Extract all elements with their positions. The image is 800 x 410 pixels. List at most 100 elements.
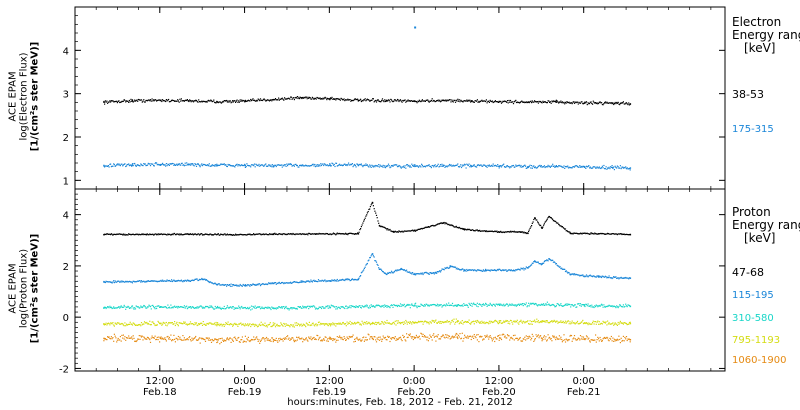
data-point xyxy=(366,262,368,265)
data-point xyxy=(450,164,452,166)
data-point xyxy=(374,336,376,338)
data-point xyxy=(442,322,445,324)
data-point xyxy=(596,321,598,323)
data-point xyxy=(269,99,271,101)
data-point xyxy=(344,323,346,325)
data-point xyxy=(217,102,219,104)
proton-flux-panel: -202412:00Feb.180:00Feb.1912:00Feb.190:0… xyxy=(59,188,726,398)
data-point xyxy=(204,100,206,103)
data-point xyxy=(332,233,334,235)
data-point xyxy=(628,278,630,280)
data-point xyxy=(608,166,610,168)
data-point xyxy=(512,323,514,325)
data-point xyxy=(573,232,576,234)
data-point xyxy=(452,305,454,307)
data-point xyxy=(139,280,141,282)
data-point xyxy=(363,323,365,325)
data-point xyxy=(479,304,481,306)
data-point xyxy=(541,102,543,104)
data-point xyxy=(133,280,135,282)
data-point xyxy=(449,323,451,325)
data-point xyxy=(272,282,275,285)
data-point xyxy=(176,338,178,340)
data-point xyxy=(572,305,574,307)
data-point xyxy=(226,338,228,340)
data-point xyxy=(560,165,562,167)
data-point xyxy=(434,320,436,322)
data-point xyxy=(217,233,219,235)
data-point xyxy=(179,164,181,166)
data-point xyxy=(299,306,301,308)
data-point xyxy=(607,232,609,234)
data-point xyxy=(524,164,526,166)
data-point xyxy=(418,321,420,323)
data-point xyxy=(409,271,411,273)
data-point xyxy=(374,100,376,102)
data-point xyxy=(612,166,614,169)
data-point xyxy=(358,277,360,279)
data-point xyxy=(307,305,309,307)
data-point xyxy=(486,322,488,324)
data-point xyxy=(417,321,419,323)
data-point xyxy=(494,304,496,306)
data-point xyxy=(485,321,487,323)
data-point xyxy=(623,306,625,308)
data-point xyxy=(285,338,287,340)
data-point xyxy=(249,306,251,308)
data-point xyxy=(159,341,161,343)
data-point xyxy=(285,282,287,284)
data-point xyxy=(275,308,277,310)
data-point xyxy=(624,103,626,105)
data-point xyxy=(234,322,236,324)
data-point xyxy=(506,101,508,103)
data-point xyxy=(412,229,414,231)
data-point xyxy=(628,234,631,236)
data-point xyxy=(363,164,365,166)
data-point xyxy=(336,336,338,338)
data-point xyxy=(357,164,360,167)
data-point xyxy=(525,167,527,169)
data-point xyxy=(497,323,499,325)
data-point xyxy=(447,321,449,323)
data-point xyxy=(230,341,232,343)
data-point xyxy=(151,163,153,165)
data-point xyxy=(512,231,515,233)
data-point xyxy=(127,305,129,307)
data-point xyxy=(183,164,185,166)
data-point xyxy=(515,101,518,104)
data-point xyxy=(405,230,407,232)
data-point xyxy=(317,165,320,167)
data-point xyxy=(189,306,192,308)
data-point xyxy=(385,228,387,230)
data-point xyxy=(182,306,184,308)
data-point xyxy=(579,274,582,277)
data-point xyxy=(344,337,346,339)
data-point xyxy=(238,336,240,339)
data-point xyxy=(110,322,112,324)
data-point xyxy=(600,102,602,104)
data-point xyxy=(123,304,125,306)
data-point xyxy=(133,100,135,102)
data-point xyxy=(416,102,418,104)
data-point xyxy=(420,332,422,334)
data-point xyxy=(423,272,425,274)
series-38-53 xyxy=(103,96,632,106)
data-point xyxy=(256,283,259,285)
data-point xyxy=(299,338,301,340)
data-point xyxy=(182,335,184,337)
data-point xyxy=(215,102,217,104)
data-point xyxy=(203,234,205,236)
data-point xyxy=(149,233,151,235)
data-point xyxy=(166,165,168,167)
data-point xyxy=(351,233,353,235)
data-point xyxy=(575,273,577,275)
data-point xyxy=(368,307,370,309)
data-point xyxy=(108,307,110,309)
data-point xyxy=(549,259,551,261)
data-point xyxy=(164,337,166,339)
data-point xyxy=(338,322,340,324)
data-point xyxy=(221,325,223,327)
data-point xyxy=(125,339,127,341)
data-point xyxy=(503,303,505,305)
data-point xyxy=(433,165,435,167)
